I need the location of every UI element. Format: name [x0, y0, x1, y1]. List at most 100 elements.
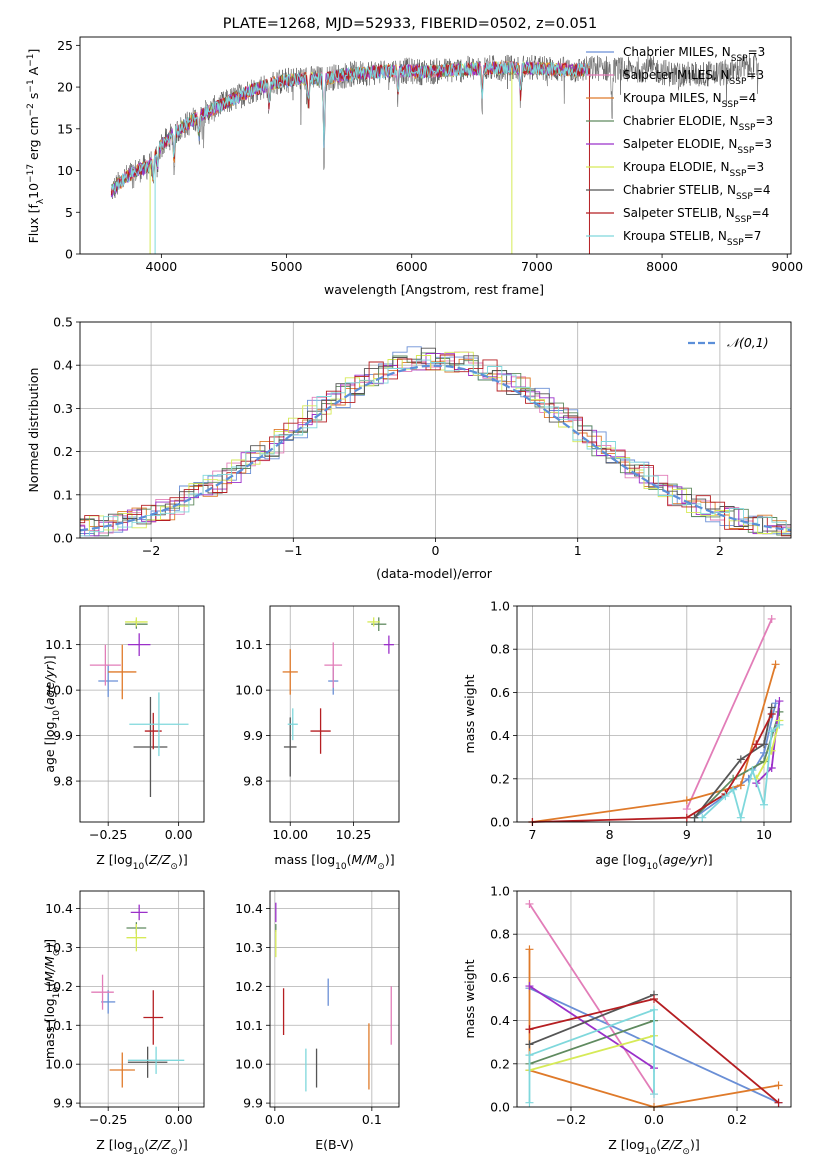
label-part: 10 — [645, 1147, 657, 1157]
label-part: M/M — [42, 956, 57, 982]
x-tick-label: 0.0 — [265, 1112, 285, 1127]
y-tick-label: 0.4 — [490, 1013, 510, 1028]
label-part: =3 — [755, 114, 773, 128]
label-part: Z [log — [96, 1137, 132, 1152]
y-axis-label: age [log10(age/yr)] — [42, 655, 62, 772]
label-part: Z/Z — [660, 1137, 683, 1152]
weight_vs_age-frame — [517, 606, 791, 822]
label-part: SSP — [722, 100, 739, 110]
label-part: age [log — [42, 721, 57, 772]
label-part: Kroupa MILES, N — [623, 91, 722, 105]
y-tick-label: 0.0 — [53, 531, 73, 546]
x-axis-label: E(B-V) — [315, 1137, 354, 1152]
y-tick-label: 0.2 — [53, 444, 73, 459]
x-axis-label: mass [log10(M/M⊙)] — [274, 852, 394, 872]
label-part: SSP — [731, 54, 748, 64]
x-tick-label: 0.00 — [165, 827, 193, 842]
x-tick-label: 0.0 — [644, 1112, 664, 1127]
x-tick-label: 10.00 — [272, 827, 308, 842]
age_vs_mass-frame — [270, 606, 399, 822]
label-part: Kroupa STELIB, N — [623, 229, 727, 243]
label-part: age [log — [595, 852, 646, 867]
label-part: −17 — [26, 164, 36, 183]
x-tick-label: 0.1 — [362, 1112, 382, 1127]
y-tick-label: 0.4 — [53, 358, 73, 373]
label-part: mass [log — [42, 998, 57, 1059]
weight-point-marker — [525, 1099, 533, 1107]
y-tick-label: 0.1 — [53, 487, 73, 502]
y-tick-label: 0.4 — [490, 728, 510, 743]
label-part: ⊙ — [170, 862, 178, 872]
y-tick-label: 9.9 — [243, 1096, 263, 1111]
x-tick-label: −0.25 — [89, 1112, 127, 1127]
legend-entry: Chabrier ELODIE, NSSP=3 — [623, 114, 773, 133]
y-tick-label: 10.1 — [45, 637, 73, 652]
legend-entry: 𝒩(0,1) — [727, 335, 769, 350]
label-part: Z/Z — [148, 852, 171, 867]
label-part: Z/Z — [148, 1137, 171, 1152]
weight-point-marker — [683, 814, 691, 822]
legend-entry: Salpeter STELIB, NSSP=4 — [623, 206, 769, 225]
label-part: age/yr — [42, 664, 57, 705]
y-tick-label: 0.3 — [53, 401, 73, 416]
label-part: )] — [703, 852, 713, 867]
y-tick-label: 0.8 — [490, 642, 510, 657]
label-part: ] — [26, 49, 41, 54]
label-part: 10 — [647, 862, 659, 872]
weight-point-marker — [525, 1025, 533, 1033]
label-part: )] — [178, 1137, 188, 1152]
y-tick-label: 0.0 — [490, 815, 510, 830]
label-part: −2 — [26, 103, 36, 116]
y-tick-label: 0.2 — [490, 771, 510, 786]
x-tick-label: 0.00 — [165, 1112, 193, 1127]
histogram-series — [75, 352, 819, 536]
mass_vs_Z-frame — [80, 891, 204, 1107]
x-tick-label: −0.2 — [556, 1112, 586, 1127]
x-tick-label: 9 — [683, 827, 691, 842]
label-part: erg cm — [26, 116, 41, 164]
y-tick-label: 9.9 — [243, 728, 263, 743]
y-tick-label: 0 — [65, 247, 73, 262]
x-axis-label: Z [log10(Z/Z⊙)] — [96, 852, 187, 872]
y-tick-label: 0.6 — [490, 685, 510, 700]
y-tick-label: 10.2 — [235, 979, 263, 994]
label-part: SSP — [739, 123, 756, 133]
legend-entry: Chabrier MILES, NSSP=3 — [623, 45, 765, 64]
x-tick-label: 7000 — [521, 259, 553, 274]
label-part: 10 — [26, 183, 41, 199]
label-part: )] — [178, 852, 188, 867]
x-tick-label: 5000 — [271, 259, 303, 274]
histogram-series — [71, 354, 819, 536]
x-tick-label: 8 — [606, 827, 614, 842]
y-tick-label: 0.5 — [53, 315, 73, 330]
label-part: Salpeter ELODIE, N — [623, 137, 737, 151]
age_vs_Z-frame — [80, 606, 204, 822]
y-tick-label: 10.3 — [235, 940, 263, 955]
legend-entry: Kroupa MILES, NSSP=4 — [623, 91, 756, 110]
x-tick-label: 7 — [528, 827, 536, 842]
weight-point-marker — [525, 1051, 533, 1059]
weight-point-marker — [737, 814, 745, 822]
y-tick-label: 0.6 — [490, 970, 510, 985]
weight-point-marker — [525, 1040, 533, 1048]
label-part: SSP — [737, 146, 754, 156]
y-tick-label: 10.1 — [235, 1018, 263, 1033]
label-part: )] — [42, 939, 57, 949]
weight-point-marker — [768, 615, 776, 623]
x-tick-label: 10.25 — [336, 827, 372, 842]
y-axis-label: mass weight — [462, 674, 477, 753]
mass_vs_ebv-frame — [270, 891, 399, 1107]
y-tick-label: 1.0 — [490, 599, 510, 614]
y-tick-label: 15 — [57, 121, 73, 136]
label-part: )] — [42, 655, 57, 665]
label-part: 10 — [133, 862, 145, 872]
y-tick-label: 10.4 — [235, 901, 263, 916]
label-part: Chabrier MILES, N — [623, 45, 731, 59]
legend-entry: Salpeter ELODIE, NSSP=3 — [623, 137, 772, 156]
label-part: =4 — [753, 183, 771, 197]
y-tick-label: 20 — [57, 80, 73, 95]
